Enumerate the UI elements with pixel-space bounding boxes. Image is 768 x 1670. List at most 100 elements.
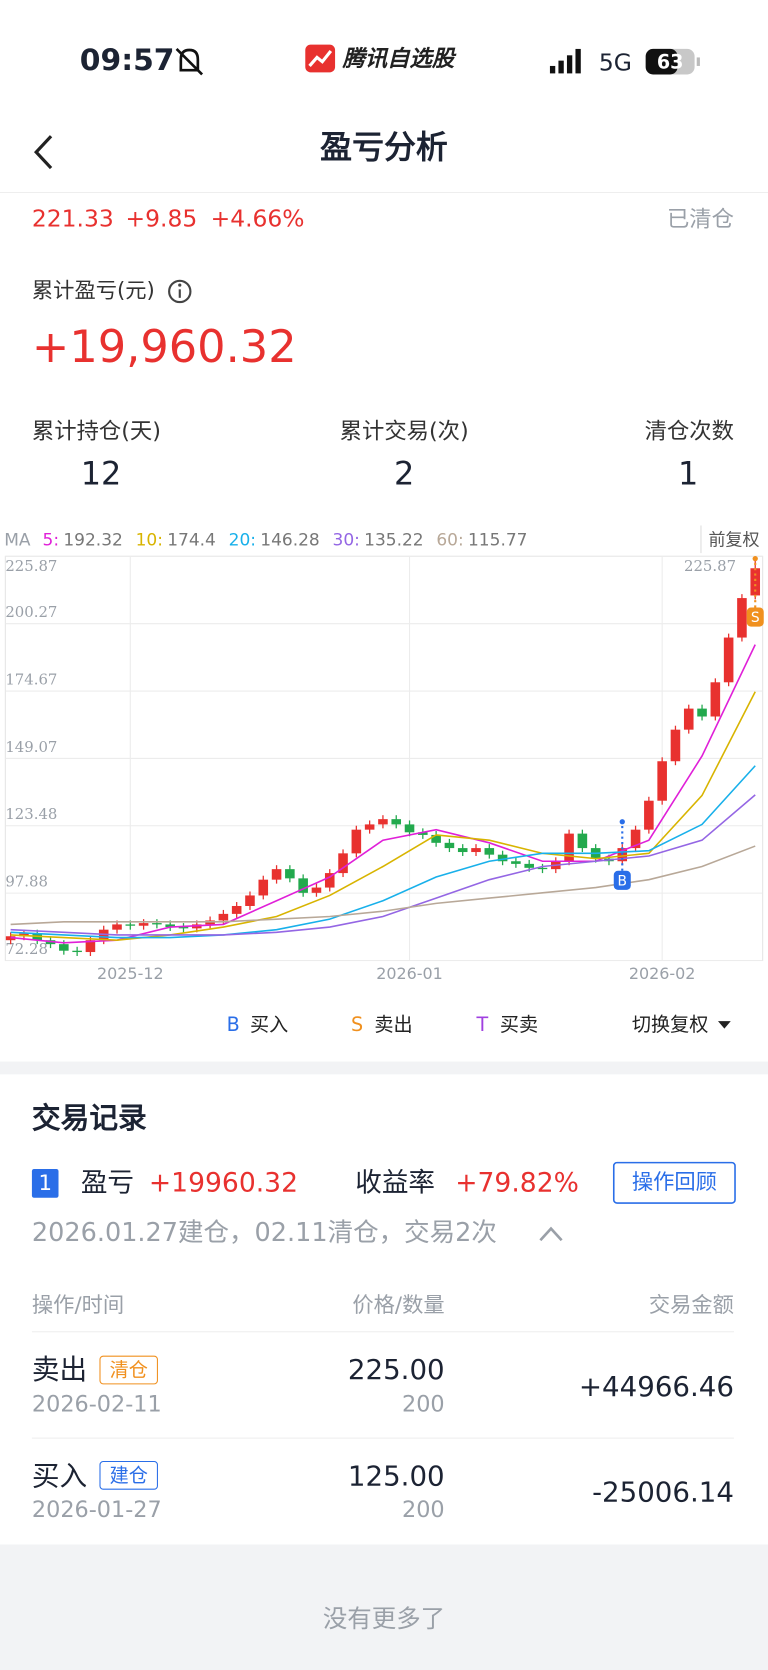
legend-symbol: S — [351, 1013, 363, 1036]
candle-body — [644, 800, 654, 830]
network: 5G — [599, 48, 632, 76]
adjust-button[interactable]: 前复权 — [708, 530, 759, 550]
trade-tag — [99, 1460, 158, 1490]
candle-body — [577, 833, 588, 849]
candle-body — [218, 913, 229, 921]
x-tick-label: 2025-12 — [97, 964, 164, 983]
legend-label: 买入 — [250, 1013, 288, 1036]
dropdown-icon — [718, 1021, 731, 1029]
switch-adjust[interactable]: 切换复权 — [632, 1013, 709, 1036]
return-label: 收益率 — [355, 1167, 435, 1198]
ma-line — [10, 691, 756, 941]
stat-value: 1 — [678, 454, 698, 492]
candle-body — [72, 950, 82, 953]
pnl-label: 盈亏 — [81, 1167, 134, 1198]
trade-point — [752, 555, 758, 562]
trade-action: 卖出 — [32, 1353, 87, 1386]
collapse-icon[interactable] — [539, 1226, 563, 1242]
candle-body — [750, 568, 761, 596]
candle-body — [524, 863, 534, 868]
candle-body — [537, 867, 548, 870]
trade-point — [619, 819, 625, 825]
ma-line — [10, 644, 756, 944]
candle-body — [138, 923, 149, 926]
review-button-label[interactable]: 操作回顾 — [632, 1170, 717, 1195]
marker-badge — [746, 607, 764, 627]
candle-body — [165, 924, 175, 928]
record-badge — [31, 1169, 59, 1198]
footer-text: 没有更多了 — [323, 1604, 445, 1633]
candle-body — [497, 854, 508, 862]
signal-icon — [549, 48, 581, 74]
price-change-pct: +4.66% — [211, 205, 305, 233]
candle-body — [112, 924, 122, 930]
battery-icon — [645, 48, 700, 75]
ma-value: 174.4 — [167, 530, 216, 550]
price-change: +9.85 — [126, 205, 198, 233]
trade-amount: +44966.46 — [579, 1370, 734, 1403]
candle-body — [338, 853, 348, 874]
legend-symbol: T — [476, 1013, 489, 1036]
candle-body — [298, 878, 308, 893]
ma-name: 5: — [43, 530, 60, 550]
trade-amount: -25006.14 — [592, 1475, 734, 1508]
candle-body — [258, 879, 269, 896]
candle-body — [630, 829, 641, 849]
candle-body — [378, 819, 388, 825]
candle-body — [231, 905, 242, 914]
y-tick-label: 72.28 — [5, 940, 48, 958]
legend: B 买入 S 卖出 T 买卖 — [227, 1013, 539, 1036]
trade-action: 买入 — [32, 1459, 87, 1492]
ma-name: 10: — [136, 530, 163, 550]
stat-value: 12 — [81, 454, 122, 492]
candle-body — [710, 682, 721, 717]
mute-icon — [175, 47, 204, 76]
candle-body — [59, 944, 69, 951]
candle-body — [391, 819, 402, 825]
candle-body — [271, 869, 282, 880]
marker-label: B — [618, 873, 627, 889]
trade-tag — [99, 1355, 158, 1385]
pnl-value: +19960.32 — [149, 1167, 298, 1198]
section-title: 交易记录 — [32, 1101, 147, 1135]
candle-body — [457, 848, 468, 853]
trade-price: 225.00 — [348, 1353, 445, 1386]
trade-quantity: 200 — [402, 1392, 445, 1418]
candle-body — [723, 637, 734, 683]
candle-body — [683, 708, 694, 730]
y-tick-label: 149.07 — [5, 738, 57, 756]
column-header: 价格/数量 — [352, 1293, 444, 1318]
record-index: 1 — [38, 1171, 52, 1196]
status-time: 09:57 — [80, 43, 175, 78]
review-button[interactable] — [612, 1161, 736, 1204]
column-header: 操作/时间 — [32, 1293, 124, 1318]
candle-body — [351, 829, 362, 854]
candle-body — [364, 824, 375, 830]
candle-body — [125, 924, 136, 926]
y-tick-label: 174.67 — [5, 670, 57, 688]
footer — [0, 1544, 768, 1670]
trade-tag-label: 建仓 — [110, 1464, 148, 1487]
ma-name: 60: — [436, 530, 463, 550]
candle-body — [285, 869, 295, 879]
stat-label: 累计持仓(天) — [32, 418, 161, 444]
trade-quantity: 200 — [402, 1497, 445, 1523]
info-icon[interactable] — [168, 279, 192, 304]
ma-header: 5: 192.32 10: 174.4 20: 146.28 30: 135.22 60: 115… — [43, 530, 528, 550]
y-tick-label: 225.87 — [5, 557, 57, 575]
candle-body — [431, 834, 441, 843]
back-button[interactable] — [33, 135, 53, 170]
ma-value: 135.22 — [364, 530, 423, 550]
price: 221.33 — [32, 205, 114, 233]
y-tick-label: 200.27 — [5, 603, 57, 621]
candle-body — [85, 940, 96, 953]
ma-name: 30: — [333, 530, 360, 550]
ma-label: MA — [4, 530, 31, 550]
trade-date: 2026-01-27 — [32, 1497, 162, 1523]
candle-body — [178, 927, 189, 929]
stat-value: 2 — [394, 454, 414, 492]
max-label: 225.87 — [684, 557, 736, 575]
candle-body — [737, 598, 747, 638]
x-tick-label: 2026-02 — [629, 964, 696, 983]
